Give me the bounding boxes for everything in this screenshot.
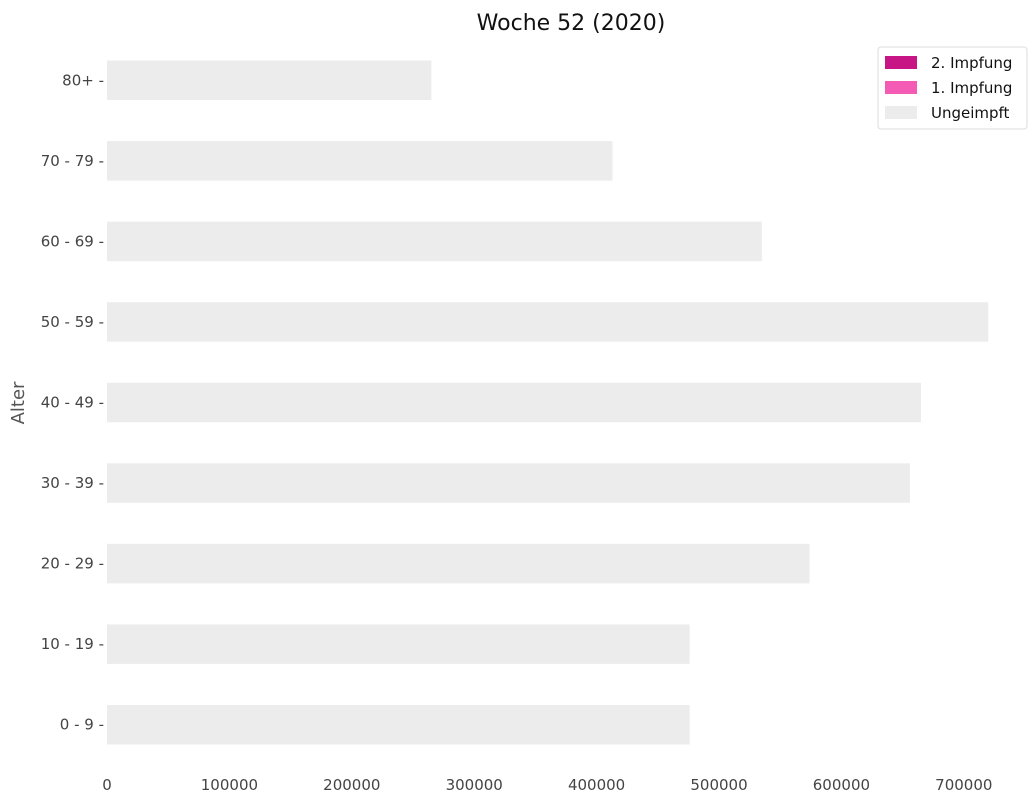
y-axis-label: Alter	[8, 381, 29, 424]
x-tick-label: 200000	[323, 776, 380, 794]
x-tick-label: 0	[102, 776, 112, 794]
legend-swatch	[885, 56, 917, 69]
bar-ungeimpft-5	[107, 463, 910, 503]
legend-swatch	[885, 106, 917, 119]
chart-title: Woche 52 (2020)	[477, 11, 666, 36]
bar-ungeimpft-3	[107, 302, 989, 342]
bar-ungeimpft-2	[107, 221, 762, 262]
y-tick-label: 0 - 9 -	[60, 716, 104, 734]
bar-ungeimpft-6	[107, 543, 810, 584]
y-tick-label: 60 - 69 -	[41, 232, 104, 250]
y-tick-label: 10 - 19 -	[41, 635, 104, 653]
bar-ungeimpft-4	[107, 382, 921, 423]
bar-ungeimpft-7	[107, 624, 690, 664]
y-tick-labels: 80+ - 70 - 79 - 60 - 69 - 50 - 59 - 40 - 49 …	[41, 71, 104, 733]
x-tick-labels: 0 100000 200000 300000 400000 500000 600000 700…	[102, 776, 992, 794]
bar-ungeimpft-8	[107, 704, 690, 745]
x-tick-label: 300000	[446, 776, 503, 794]
bar-ungeimpft-0	[107, 60, 432, 101]
y-tick-label: 70 - 79 -	[41, 152, 104, 170]
x-tick-label: 700000	[935, 776, 992, 794]
legend-entry: 2. Impfung	[931, 54, 1012, 72]
bars-group	[107, 60, 989, 745]
legend-swatch	[885, 81, 917, 94]
x-tick-label: 600000	[813, 776, 870, 794]
x-tick-label: 500000	[690, 776, 747, 794]
x-tick-label: 100000	[201, 776, 258, 794]
x-tick-label: 400000	[568, 776, 625, 794]
y-tick-label: 30 - 39 -	[41, 474, 104, 492]
y-tick-label: 40 - 49 -	[41, 394, 104, 412]
legend: 2. Impfung 1. Impfung Ungeimpft	[877, 46, 1028, 130]
y-tick-label: 50 - 59 -	[41, 313, 104, 331]
legend-entry: 1. Impfung	[931, 79, 1012, 97]
bar-ungeimpft-1	[107, 141, 613, 181]
legend-entry: Ungeimpft	[931, 104, 1010, 122]
y-tick-label: 80+ -	[62, 71, 104, 89]
y-tick-label: 20 - 29 -	[41, 555, 104, 573]
